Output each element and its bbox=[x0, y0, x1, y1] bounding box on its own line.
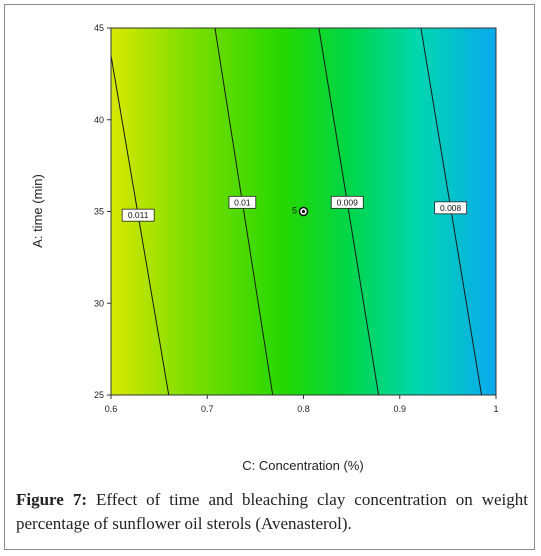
contour-label: 0.011 bbox=[128, 210, 149, 220]
y-axis-label: A: time (min) bbox=[30, 174, 45, 248]
x-axis: 0.6 0.7 0.8 0.9 1 bbox=[105, 395, 499, 414]
y-tick-label: 35 bbox=[94, 207, 104, 217]
x-axis-label: C: Concentration (%) bbox=[242, 458, 363, 473]
x-tick-label: 1 bbox=[493, 404, 498, 414]
contour-label: 0.009 bbox=[337, 197, 359, 207]
contour-label: 0.008 bbox=[440, 203, 462, 213]
contour-label-box bbox=[434, 201, 468, 215]
contour-line bbox=[214, 27, 274, 396]
x-tick-label: 0.8 bbox=[297, 404, 310, 414]
design-point-center bbox=[301, 209, 306, 214]
contour-line bbox=[318, 27, 380, 396]
contour-line bbox=[110, 55, 170, 396]
y-axis: 25 30 35 40 45 bbox=[94, 23, 111, 400]
contour-labels: 0.011 0.01 0.009 0.008 bbox=[121, 195, 468, 222]
x-tick-label: 0.7 bbox=[201, 404, 214, 414]
y-tick-label: 25 bbox=[94, 390, 104, 400]
x-tick-label: 0.9 bbox=[393, 404, 406, 414]
contour-label: 0.01 bbox=[234, 197, 251, 207]
design-point: 5 bbox=[292, 206, 309, 217]
caption-figure-label: Figure 7: bbox=[16, 490, 87, 509]
y-tick-label: 45 bbox=[94, 23, 104, 33]
y-tick-label: 30 bbox=[94, 298, 104, 308]
contour-label-box bbox=[330, 195, 364, 209]
y-tick-label: 40 bbox=[94, 115, 104, 125]
caption-text: Effect of time and bleaching clay concen… bbox=[16, 490, 529, 533]
x-tick-label: 0.6 bbox=[105, 404, 118, 414]
contour-label-box bbox=[121, 208, 155, 222]
design-point-replicates: 5 bbox=[292, 206, 297, 216]
figure-caption: Figure 7: Effect of time and bleaching c… bbox=[16, 488, 528, 536]
contour-label-box bbox=[228, 195, 257, 209]
